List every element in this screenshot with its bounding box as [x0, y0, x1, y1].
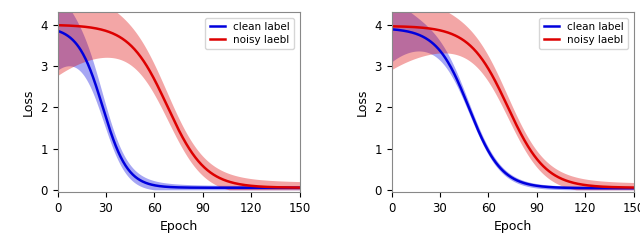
Y-axis label: Loss: Loss [22, 88, 35, 116]
noisy laebl [228, 181, 236, 184]
Line: clean label: clean label [58, 31, 300, 188]
noisy laebl [388, 25, 396, 28]
X-axis label: Epoch: Epoch [159, 220, 198, 233]
clean label: (150, 0.0401): (150, 0.0401) [630, 187, 637, 190]
noisy laebl [630, 186, 637, 189]
clean label: (108, 0.0493): (108, 0.0493) [563, 186, 570, 189]
noisy laebl [296, 186, 303, 189]
noisy laebl [83, 26, 90, 29]
clean label: (0, 3.89): (0, 3.89) [388, 28, 396, 31]
noisy laebl [563, 179, 570, 182]
clean label: (94.4, 0.0773): (94.4, 0.0773) [540, 185, 548, 188]
Legend: clean label, noisy laebl: clean label, noisy laebl [205, 17, 294, 49]
clean label: (109, 0.0487): (109, 0.0487) [564, 186, 572, 189]
noisy laebl [467, 44, 474, 47]
Y-axis label: Loss: Loss [356, 88, 369, 116]
clean label: (108, 0.0501): (108, 0.0501) [228, 186, 236, 189]
noisy laebl [132, 50, 140, 53]
noisy laebl [417, 26, 424, 29]
clean label: (18, 3.11): (18, 3.11) [83, 60, 90, 63]
noisy laebl [484, 66, 492, 69]
Line: clean label: clean label [392, 29, 634, 188]
noisy laebl [206, 170, 214, 173]
noisy laebl [230, 182, 237, 184]
clean label: (48.9, 0.293): (48.9, 0.293) [132, 176, 140, 179]
clean label: (48.9, 1.9): (48.9, 1.9) [467, 110, 474, 113]
clean label: (94.4, 0.0507): (94.4, 0.0507) [206, 186, 214, 189]
clean label: (109, 0.0501): (109, 0.0501) [230, 186, 237, 189]
clean label: (18, 3.74): (18, 3.74) [417, 34, 424, 37]
clean label: (59.4, 0.115): (59.4, 0.115) [150, 184, 157, 186]
noisy laebl [150, 76, 157, 79]
Line: noisy laebl: noisy laebl [392, 26, 634, 187]
X-axis label: Epoch: Epoch [493, 220, 532, 233]
noisy laebl [54, 24, 61, 27]
noisy laebl [540, 165, 548, 168]
Legend: clean label, noisy laebl: clean label, noisy laebl [540, 17, 628, 49]
clean label: (150, 0.05): (150, 0.05) [296, 186, 303, 189]
clean label: (0, 3.85): (0, 3.85) [54, 29, 61, 32]
Line: noisy laebl: noisy laebl [58, 25, 300, 188]
clean label: (59.4, 0.98): (59.4, 0.98) [484, 148, 492, 151]
noisy laebl [564, 180, 572, 183]
